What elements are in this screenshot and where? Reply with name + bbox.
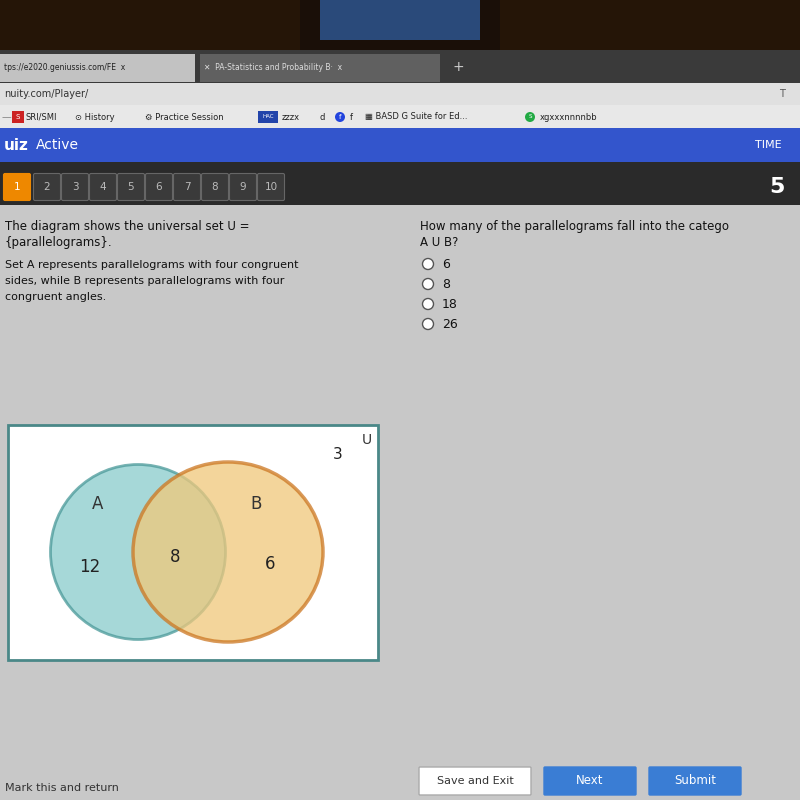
- Text: 18: 18: [442, 298, 458, 310]
- Text: 6: 6: [442, 258, 450, 270]
- Bar: [0, 762, 800, 800]
- Text: S: S: [16, 114, 20, 120]
- FancyBboxPatch shape: [3, 174, 30, 201]
- Bar: [0, 205, 800, 800]
- Text: 10: 10: [265, 182, 278, 192]
- Bar: [0, 83, 800, 105]
- Text: ⚙ Practice Session: ⚙ Practice Session: [145, 113, 224, 122]
- Text: A: A: [92, 495, 104, 513]
- Text: 3: 3: [333, 447, 343, 462]
- Circle shape: [335, 112, 345, 122]
- Circle shape: [525, 112, 535, 122]
- Text: ▦ BASD G Suite for Ed...: ▦ BASD G Suite for Ed...: [365, 113, 467, 122]
- Bar: [0, 0, 300, 50]
- Bar: [12, 111, 24, 123]
- Text: 8: 8: [170, 548, 180, 566]
- Text: congruent angles.: congruent angles.: [5, 292, 106, 302]
- Text: TIME: TIME: [755, 140, 782, 150]
- Text: The diagram shows the universal set U =: The diagram shows the universal set U =: [5, 220, 250, 233]
- Text: —: —: [2, 112, 12, 122]
- Text: Save and Exit: Save and Exit: [437, 776, 514, 786]
- Text: 1: 1: [14, 182, 20, 192]
- Text: 5: 5: [128, 182, 134, 192]
- Bar: [0, 128, 800, 162]
- Text: Next: Next: [576, 774, 604, 787]
- Text: d: d: [320, 113, 326, 122]
- Bar: [0, 54, 195, 82]
- Bar: [0, 162, 800, 205]
- Text: nuity.com/Player/: nuity.com/Player/: [4, 89, 88, 99]
- FancyBboxPatch shape: [649, 767, 741, 795]
- FancyBboxPatch shape: [34, 174, 61, 201]
- Bar: [8, 425, 378, 660]
- Text: Set A represents parallelograms with four congruent: Set A represents parallelograms with fou…: [5, 260, 298, 270]
- Circle shape: [422, 318, 434, 330]
- Text: S: S: [528, 114, 532, 119]
- FancyBboxPatch shape: [62, 174, 89, 201]
- Text: 3: 3: [72, 182, 78, 192]
- Text: f: f: [350, 113, 353, 122]
- FancyBboxPatch shape: [544, 767, 636, 795]
- Bar: [320, 0, 480, 40]
- FancyBboxPatch shape: [146, 174, 173, 201]
- Text: Active: Active: [36, 138, 79, 152]
- Text: 8: 8: [212, 182, 218, 192]
- Bar: [200, 54, 440, 82]
- Text: 2: 2: [44, 182, 50, 192]
- Circle shape: [422, 278, 434, 290]
- Text: Mark this and return: Mark this and return: [5, 783, 119, 793]
- Text: 12: 12: [79, 558, 101, 576]
- Text: Submit: Submit: [674, 774, 716, 787]
- Text: 6: 6: [265, 555, 275, 573]
- Text: SRI/SMI: SRI/SMI: [26, 113, 58, 122]
- Text: B: B: [250, 495, 262, 513]
- FancyBboxPatch shape: [118, 174, 145, 201]
- Text: 5: 5: [770, 177, 785, 197]
- Bar: [0, 0, 800, 70]
- Text: ⊙ History: ⊙ History: [75, 113, 114, 122]
- Text: f: f: [338, 114, 342, 120]
- Circle shape: [422, 258, 434, 270]
- Bar: [258, 111, 278, 123]
- Text: T: T: [779, 89, 785, 99]
- Bar: [500, 0, 800, 50]
- Text: zzzx: zzzx: [282, 113, 300, 122]
- Text: How many of the parallelograms fall into the catego: How many of the parallelograms fall into…: [420, 220, 729, 233]
- FancyBboxPatch shape: [174, 174, 201, 201]
- FancyBboxPatch shape: [419, 767, 531, 795]
- Bar: [0, 50, 800, 85]
- Text: ✕  PA-Statistics and Probability B·  x: ✕ PA-Statistics and Probability B· x: [204, 62, 342, 71]
- Text: tps://e2020.geniussis.com/FE  x: tps://e2020.geniussis.com/FE x: [4, 62, 126, 71]
- Ellipse shape: [50, 465, 226, 639]
- Text: 6: 6: [156, 182, 162, 192]
- Text: +: +: [453, 60, 465, 74]
- Text: uiz: uiz: [4, 138, 29, 153]
- Text: {parallelograms}.: {parallelograms}.: [5, 236, 113, 249]
- Text: 7: 7: [184, 182, 190, 192]
- Text: A U B?: A U B?: [420, 236, 458, 249]
- FancyBboxPatch shape: [90, 174, 117, 201]
- Text: U: U: [362, 433, 372, 447]
- Bar: [0, 105, 800, 128]
- FancyBboxPatch shape: [258, 174, 285, 201]
- Ellipse shape: [133, 462, 323, 642]
- Text: 8: 8: [442, 278, 450, 290]
- Text: 4: 4: [100, 182, 106, 192]
- Text: HAC: HAC: [262, 114, 274, 119]
- Circle shape: [422, 298, 434, 310]
- Text: xgxxxnnnnbb: xgxxxnnnnbb: [540, 113, 598, 122]
- Text: 9: 9: [240, 182, 246, 192]
- FancyBboxPatch shape: [230, 174, 257, 201]
- FancyBboxPatch shape: [202, 174, 229, 201]
- Text: sides, while B represents parallelograms with four: sides, while B represents parallelograms…: [5, 276, 284, 286]
- Text: 26: 26: [442, 318, 458, 330]
